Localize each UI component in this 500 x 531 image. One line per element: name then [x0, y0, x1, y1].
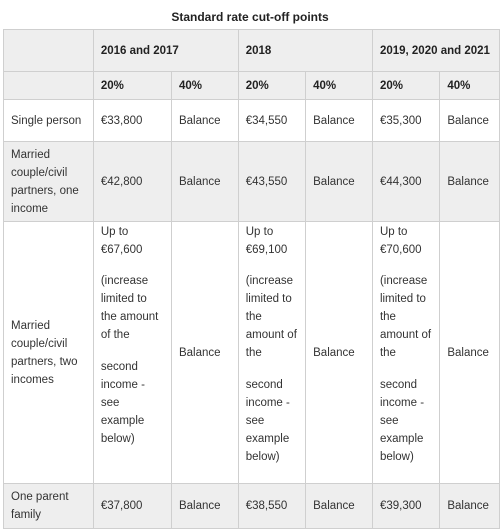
- table-cell: Balance: [170, 99, 239, 142]
- rate-40-header: 40%: [439, 71, 500, 100]
- cutoff-note: second income - see example below): [379, 379, 425, 463]
- cutoff-cell: Up to €69,100 (increase limited to the a…: [237, 221, 307, 484]
- year-header-2018: 2018: [237, 29, 373, 72]
- row-label: Married couple/civil partners, one incom…: [3, 141, 94, 222]
- year-header-row: 2016 and 2017 2018 2019, 2020 and 2021: [3, 29, 500, 72]
- table-cell: €43,550: [237, 141, 307, 222]
- cutoff-note: (increase limited to the amount of the: [379, 275, 432, 359]
- cutoff-note: (increase limited to the amount of the: [245, 275, 297, 359]
- empty-rate-cell: [3, 71, 94, 100]
- table-cell: €33,800: [92, 99, 172, 142]
- table-cell: Balance: [439, 141, 500, 222]
- cut-off-table: 2016 and 2017 2018 2019, 2020 and 2021 2…: [3, 29, 500, 529]
- rate-20-header: 20%: [371, 71, 441, 100]
- cutoff-note: second income - see example below): [245, 379, 290, 463]
- table-cell: €42,800: [92, 141, 172, 222]
- table-cell: €35,300: [371, 99, 441, 142]
- cutoff-limit: Up to €69,100: [245, 226, 288, 256]
- rate-20-header: 20%: [92, 71, 172, 100]
- rate-40-header: 40%: [305, 71, 373, 100]
- empty-header-cell: [3, 29, 94, 72]
- table-row: One parent family €37,800 Balance €38,55…: [3, 483, 500, 529]
- table-row: Married couple/civil partners, one incom…: [3, 141, 500, 222]
- table-cell: Balance: [305, 141, 373, 222]
- table-row: Married couple/civil partners, two incom…: [3, 221, 500, 484]
- table-cell: Balance: [439, 483, 500, 529]
- rate-40-header: 40%: [170, 71, 239, 100]
- cutoff-limit: Up to €67,600: [100, 226, 143, 256]
- table-cell: Balance: [170, 141, 239, 222]
- table-row: Single person €33,800 Balance €34,550 Ba…: [3, 99, 500, 142]
- cutoff-note: (increase limited to the amount of the: [100, 275, 159, 341]
- table-cell: Balance: [305, 221, 373, 484]
- cutoff-note: second income - see example below): [100, 361, 145, 445]
- table-cell: Balance: [170, 221, 239, 484]
- table-cell: Balance: [439, 221, 500, 484]
- table-cell: €39,300: [371, 483, 441, 529]
- row-label: Married couple/civil partners, two incom…: [3, 221, 94, 484]
- cutoff-cell: Up to €70,600 (increase limited to the a…: [371, 221, 441, 484]
- table-cell: Balance: [170, 483, 239, 529]
- row-label: Single person: [3, 99, 94, 142]
- row-label: One parent family: [3, 483, 94, 529]
- table-cell: Balance: [305, 483, 373, 529]
- table-cell: Balance: [439, 99, 500, 142]
- year-header-2016: 2016 and 2017: [92, 29, 239, 72]
- rate-header-row: 20% 40% 20% 40% 20% 40%: [3, 71, 500, 100]
- cutoff-cell: Up to €67,600 (increase limited to the a…: [92, 221, 172, 484]
- rate-20-header: 20%: [237, 71, 307, 100]
- year-header-2019: 2019, 2020 and 2021: [371, 29, 500, 72]
- table-cell: €44,300: [371, 141, 441, 222]
- cutoff-limit: Up to €70,600: [379, 226, 422, 256]
- table-cell: €34,550: [237, 99, 307, 142]
- table-cell: €37,800: [92, 483, 172, 529]
- table-caption: Standard rate cut-off points: [171, 10, 329, 24]
- table-cell: Balance: [305, 99, 373, 142]
- table-cell: €38,550: [237, 483, 307, 529]
